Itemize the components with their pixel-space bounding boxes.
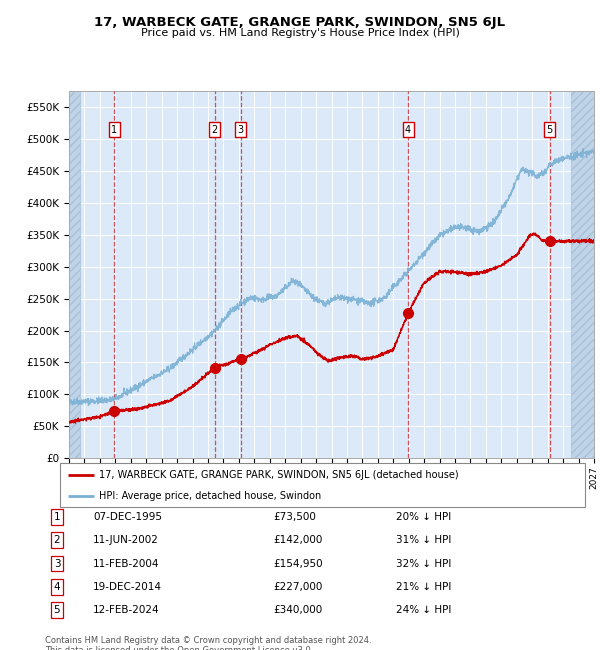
Text: £340,000: £340,000 [273, 605, 322, 616]
Text: 4: 4 [53, 582, 61, 592]
Text: 20% ↓ HPI: 20% ↓ HPI [396, 512, 451, 522]
Text: 31% ↓ HPI: 31% ↓ HPI [396, 535, 451, 545]
Text: 5: 5 [53, 605, 61, 616]
Text: 12-FEB-2024: 12-FEB-2024 [93, 605, 160, 616]
Text: £227,000: £227,000 [273, 582, 322, 592]
Text: 1: 1 [53, 512, 61, 522]
Text: HPI: Average price, detached house, Swindon: HPI: Average price, detached house, Swin… [100, 491, 322, 501]
Text: Contains HM Land Registry data © Crown copyright and database right 2024.
This d: Contains HM Land Registry data © Crown c… [45, 636, 371, 650]
Text: £142,000: £142,000 [273, 535, 322, 545]
Text: 19-DEC-2014: 19-DEC-2014 [93, 582, 162, 592]
Text: £73,500: £73,500 [273, 512, 316, 522]
Text: Price paid vs. HM Land Registry's House Price Index (HPI): Price paid vs. HM Land Registry's House … [140, 28, 460, 38]
Text: 4: 4 [405, 125, 411, 135]
Text: 11-FEB-2004: 11-FEB-2004 [93, 558, 160, 569]
FancyBboxPatch shape [60, 463, 585, 507]
Bar [69, 91, 80, 458]
Text: 11-JUN-2002: 11-JUN-2002 [93, 535, 159, 545]
Text: 5: 5 [547, 125, 553, 135]
Text: 32% ↓ HPI: 32% ↓ HPI [396, 558, 451, 569]
Text: 17, WARBECK GATE, GRANGE PARK, SWINDON, SN5 6JL (detached house): 17, WARBECK GATE, GRANGE PARK, SWINDON, … [100, 470, 459, 480]
Text: 24% ↓ HPI: 24% ↓ HPI [396, 605, 451, 616]
Text: 21% ↓ HPI: 21% ↓ HPI [396, 582, 451, 592]
Text: 2: 2 [53, 535, 61, 545]
Bar [571, 91, 594, 458]
Text: £154,950: £154,950 [273, 558, 323, 569]
Text: 1: 1 [111, 125, 118, 135]
Text: 2: 2 [212, 125, 218, 135]
Text: 17, WARBECK GATE, GRANGE PARK, SWINDON, SN5 6JL: 17, WARBECK GATE, GRANGE PARK, SWINDON, … [94, 16, 506, 29]
Text: 07-DEC-1995: 07-DEC-1995 [93, 512, 162, 522]
Text: 3: 3 [238, 125, 244, 135]
Text: 3: 3 [53, 558, 61, 569]
